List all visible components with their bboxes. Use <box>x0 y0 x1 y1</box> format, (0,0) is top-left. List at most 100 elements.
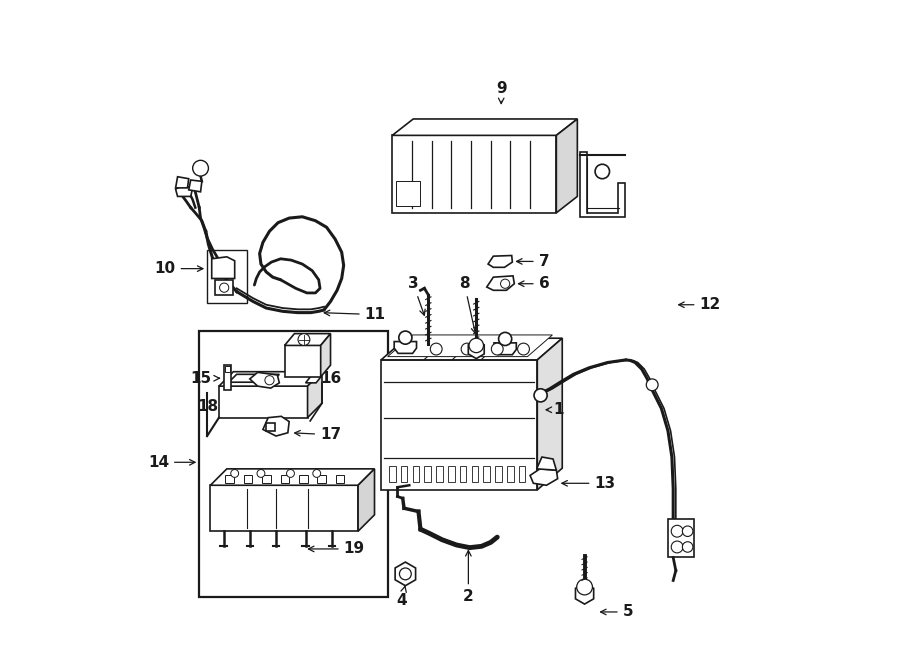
Circle shape <box>646 379 658 391</box>
Text: 6: 6 <box>518 276 549 291</box>
Bar <box>336 475 345 483</box>
Polygon shape <box>575 583 594 604</box>
Polygon shape <box>395 562 416 586</box>
Circle shape <box>500 279 509 289</box>
Text: 5: 5 <box>600 604 634 620</box>
Polygon shape <box>212 257 235 279</box>
Polygon shape <box>229 374 279 382</box>
Bar <box>318 475 326 483</box>
Polygon shape <box>536 457 556 470</box>
Circle shape <box>671 526 683 537</box>
Text: 9: 9 <box>496 81 507 104</box>
Circle shape <box>230 469 238 477</box>
Polygon shape <box>494 343 517 355</box>
Text: 7: 7 <box>517 254 549 269</box>
Circle shape <box>671 541 683 553</box>
Text: 13: 13 <box>562 476 616 491</box>
Text: 12: 12 <box>679 297 721 312</box>
Circle shape <box>286 469 294 477</box>
Bar <box>472 465 478 482</box>
Text: 11: 11 <box>324 307 386 322</box>
Polygon shape <box>388 335 553 357</box>
Circle shape <box>595 164 609 179</box>
Polygon shape <box>580 152 625 217</box>
Circle shape <box>682 542 693 552</box>
Polygon shape <box>530 469 558 485</box>
Circle shape <box>577 579 592 595</box>
Polygon shape <box>392 119 578 136</box>
Bar <box>507 465 514 482</box>
Circle shape <box>461 343 473 355</box>
Polygon shape <box>537 338 562 490</box>
Polygon shape <box>176 177 189 188</box>
Circle shape <box>220 283 229 292</box>
Polygon shape <box>189 180 202 192</box>
Circle shape <box>313 469 320 477</box>
Bar <box>262 475 271 483</box>
Polygon shape <box>215 281 233 295</box>
Bar <box>448 465 454 482</box>
Bar <box>199 331 388 597</box>
Polygon shape <box>394 342 417 354</box>
Circle shape <box>298 334 310 346</box>
Circle shape <box>399 331 412 344</box>
Text: 14: 14 <box>148 455 195 470</box>
Text: 15: 15 <box>191 371 211 386</box>
Polygon shape <box>487 276 514 291</box>
Bar <box>436 465 443 482</box>
Polygon shape <box>250 372 279 388</box>
Circle shape <box>682 526 693 536</box>
Bar <box>281 475 289 483</box>
Circle shape <box>257 469 265 477</box>
Text: 16: 16 <box>284 371 341 386</box>
Polygon shape <box>219 371 322 386</box>
Polygon shape <box>284 346 320 377</box>
Polygon shape <box>284 334 330 346</box>
Text: 4: 4 <box>396 587 407 608</box>
Text: 18: 18 <box>198 399 237 414</box>
Polygon shape <box>176 185 193 197</box>
Polygon shape <box>263 416 289 436</box>
Bar <box>425 465 431 482</box>
Text: 10: 10 <box>155 261 202 276</box>
Circle shape <box>430 343 442 355</box>
Circle shape <box>534 389 547 402</box>
Circle shape <box>499 332 512 346</box>
Polygon shape <box>306 376 321 383</box>
Bar <box>207 250 247 303</box>
Text: 8: 8 <box>459 276 477 334</box>
Bar <box>519 465 526 482</box>
Polygon shape <box>488 256 512 267</box>
Text: 3: 3 <box>408 276 425 315</box>
Circle shape <box>491 343 503 355</box>
Bar <box>226 475 234 483</box>
Bar <box>483 465 490 482</box>
Bar <box>412 465 419 482</box>
Polygon shape <box>219 386 308 418</box>
Circle shape <box>518 343 529 355</box>
Text: 19: 19 <box>309 542 365 557</box>
Polygon shape <box>211 469 374 485</box>
Text: 1: 1 <box>546 402 564 417</box>
Polygon shape <box>381 360 537 490</box>
Circle shape <box>469 338 483 353</box>
Polygon shape <box>211 485 358 531</box>
Polygon shape <box>266 423 274 431</box>
Bar <box>389 465 395 482</box>
Bar <box>460 465 466 482</box>
Circle shape <box>400 568 411 580</box>
Bar <box>495 465 502 482</box>
Polygon shape <box>395 181 419 207</box>
Circle shape <box>193 160 209 176</box>
Polygon shape <box>668 520 694 557</box>
Polygon shape <box>556 119 578 213</box>
Text: 2: 2 <box>463 551 473 604</box>
Text: 17: 17 <box>294 427 341 442</box>
Polygon shape <box>320 334 330 377</box>
Polygon shape <box>223 365 231 390</box>
Circle shape <box>265 375 274 385</box>
Bar <box>299 475 308 483</box>
Bar <box>225 367 230 371</box>
Polygon shape <box>381 338 562 360</box>
Polygon shape <box>392 136 556 213</box>
